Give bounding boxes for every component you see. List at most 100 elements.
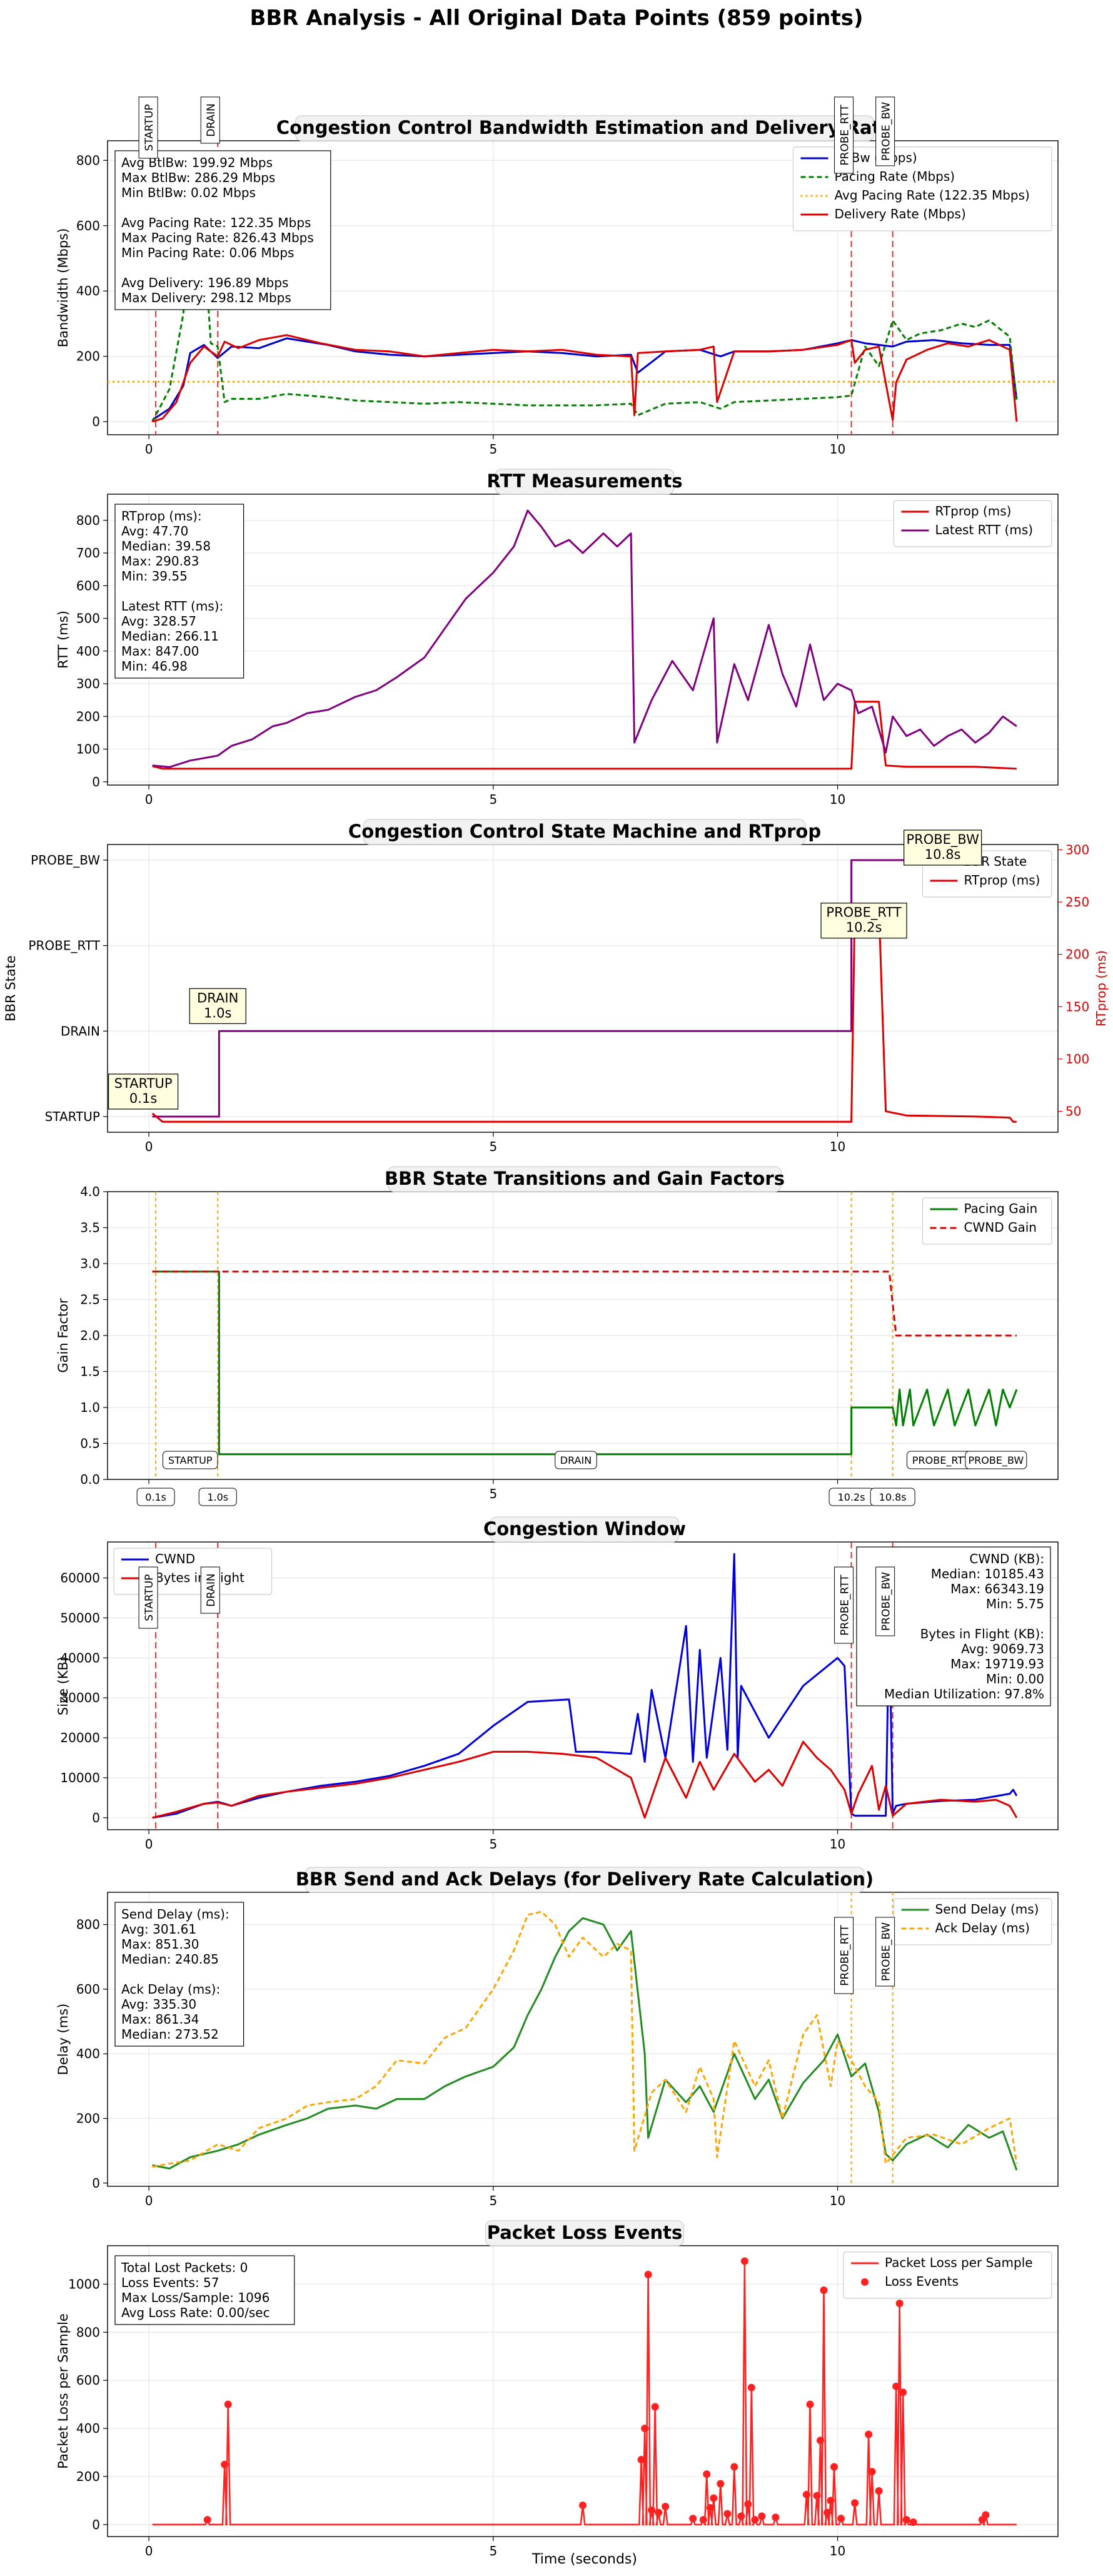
state-annotation-box [820, 903, 907, 939]
legend-label: CWND [155, 1551, 195, 1566]
y-axis-label: RTT (ms) [56, 611, 71, 669]
loss-event-point [902, 2516, 910, 2524]
right-y-tick-label: 250 [1065, 895, 1089, 910]
panel-6: 0 200 400 600 800 0 5 10 BBR Send and Ack Delays… [56, 1867, 1059, 2208]
series-line-ack-delay-ms- [152, 1910, 1018, 2168]
state-marker-tag: PROBE_RTT [834, 1566, 854, 1644]
state-annotation-label: DRAIN [197, 990, 238, 1005]
x-tick-label: 0 [145, 792, 153, 807]
y-tick-label: 400 [76, 644, 100, 659]
state-annotation-time: 0.1s [129, 1091, 157, 1106]
x-tick-label: 0 [145, 1837, 153, 1852]
stats-line: Latest RTT (ms): [121, 599, 223, 614]
x-tick-label: 10 [830, 442, 845, 457]
series-line-pacing-rate-mbps- [151, 156, 1018, 422]
stats-line: Total Lost Packets: 0 [121, 2260, 248, 2275]
legend-label: Delivery Rate (Mbps) [835, 206, 966, 221]
state-marker-tag-box [200, 96, 220, 144]
state-marker-tag: STARTUP [138, 96, 158, 159]
stats-line: Min: 0.00 [986, 1671, 1044, 1686]
panel-title: Congestion Control State Machine and RTp… [348, 821, 821, 842]
loss-event-point [747, 2383, 755, 2391]
y-tick-label: 2.5 [80, 1292, 100, 1307]
stats-line: Avg: 301.61 [121, 1922, 196, 1937]
y-tick-label: DRAIN [61, 1023, 100, 1038]
time-marker-label: 1.0s [207, 1491, 228, 1503]
loss-event-point [699, 2516, 707, 2524]
state-annotation-label: PROBE_BW [906, 832, 979, 848]
y-tick-label: 200 [76, 349, 100, 364]
stats-box [114, 1902, 244, 2047]
series-line-btlbw-mbps- [151, 337, 1018, 421]
panel-title: BBR Send and Ack Delays (for Delivery Ra… [296, 1869, 874, 1890]
stats-line: Median Utilization: 97.8% [884, 1686, 1044, 1701]
state-marker-tag-text: PROBE_BW [880, 1572, 893, 1631]
state-marker-tag-text: PROBE_BW [880, 1922, 893, 1981]
state-marker-tag-box [138, 96, 158, 159]
y-tick-label: 0.5 [80, 1436, 100, 1451]
stats-line: Max: 851.30 [121, 1937, 199, 1952]
state-marker-tag-box [875, 96, 895, 166]
state-marker-tag-text: PROBE_RTT [839, 104, 852, 166]
stats-line: Median: 10185.43 [931, 1566, 1044, 1581]
title-box [295, 115, 875, 141]
y-axis-label: Gain Factor [56, 1298, 71, 1373]
state-marker-tag: PROBE_BW [875, 96, 895, 166]
y-tick-label: 0 [92, 2517, 100, 2532]
loss-event-point [802, 2490, 810, 2498]
time-marker-label: 0.1s [145, 1491, 166, 1503]
loss-event-point [865, 2430, 873, 2438]
x-tick-label: 5 [489, 1837, 497, 1852]
series-line-rtprop-ms- [152, 701, 1017, 770]
legend-label: CWND Gain [964, 1220, 1037, 1235]
state-marker-tag-text: PROBE_RTT [839, 1925, 852, 1986]
stats-line: Min: 46.98 [121, 659, 188, 674]
stats-box [114, 2255, 295, 2325]
state-marker-tag: PROBE_BW [875, 1566, 895, 1636]
y-tick-label: 1.5 [80, 1364, 100, 1379]
y-tick-label: 2.0 [80, 1328, 100, 1343]
state-marker-tag: PROBE_RTT [834, 1917, 854, 1994]
legend-label: Bytes in Flight [155, 1570, 244, 1585]
stats-line: Max BtlBw: 286.29 Mbps [121, 170, 275, 185]
time-marker-label: 10.8s [879, 1491, 907, 1503]
series-line-send-delay-ms- [152, 1917, 1018, 2171]
y-tick-label: STARTUP [45, 1109, 100, 1124]
stats-line: Median: 39.58 [121, 539, 211, 554]
stats-line: Median: 273.52 [121, 2027, 219, 2042]
y-tick-label: 50000 [60, 1610, 100, 1625]
stats-line: Bytes in Flight (KB): [920, 1626, 1044, 1641]
panel-1: 0 200 400 600 800 0 5 10 Congestion Control Band… [56, 96, 1059, 457]
x-tick-label: 5 [489, 1139, 497, 1154]
state-marker-tag: STARTUP [138, 1566, 158, 1629]
y-tick-label: 200 [76, 2111, 100, 2126]
stats-line: Max: 290.83 [121, 554, 199, 569]
loss-event-point [717, 2480, 725, 2488]
loss-event-point [706, 2503, 714, 2512]
y-tick-label: 0 [92, 1810, 100, 1825]
plot-frame [107, 844, 1059, 1133]
y-tick-label: 40000 [60, 1650, 100, 1665]
y-tick-label: 500 [76, 611, 100, 626]
loss-event-point [820, 2286, 828, 2295]
state-marker-tag-text: STARTUP [143, 1574, 156, 1621]
loss-event-point [806, 2400, 814, 2408]
stats-line: Ack Delay (ms): [121, 1982, 220, 1997]
phase-label: DRAIN [560, 1454, 592, 1466]
loss-event-point [830, 2463, 839, 2471]
stats-box [114, 150, 331, 310]
y-axis-label: Bandwidth (Mbps) [56, 228, 71, 348]
state-annotation-time: 1.0s [204, 1005, 231, 1020]
y-tick-label: 400 [76, 2421, 100, 2436]
panel-2: 0 100 200 300 400 500 600 700 800 0 5 10 RTT Measure… [56, 469, 1059, 807]
y-tick-label: 0.0 [80, 1472, 100, 1487]
loss-event-point [224, 2400, 232, 2408]
state-marker-tag-text: STARTUP [143, 104, 156, 151]
state-annotation-time: 10.8s [925, 847, 961, 862]
loss-event-point [644, 2271, 652, 2279]
x-tick-label: 5 [489, 2543, 497, 2558]
stats-line: Max Pacing Rate: 826.43 Mbps [121, 230, 314, 245]
state-marker-tag: DRAIN [200, 1566, 220, 1614]
y-tick-label: 100 [76, 742, 100, 757]
